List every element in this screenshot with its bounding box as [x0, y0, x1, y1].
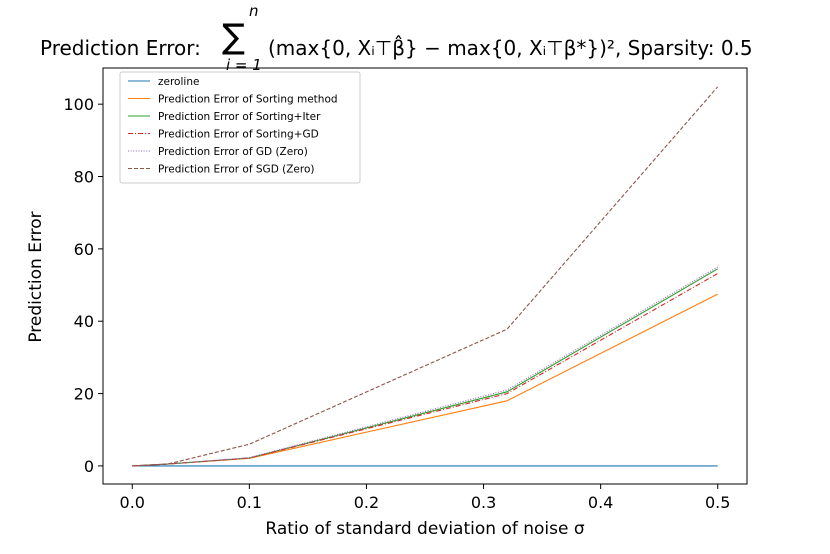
- legend-label-1: Prediction Error of Sorting method: [158, 94, 338, 106]
- series-line-2: [132, 268, 718, 467]
- x-tick-label: 0.2: [354, 493, 379, 512]
- x-tick-label: 0.4: [588, 493, 613, 512]
- x-axis-label: Ratio of standard deviation of noise σ: [265, 519, 585, 539]
- y-tick-label: 20: [74, 385, 94, 404]
- y-tick-label: 40: [74, 312, 94, 331]
- y-tick-label: 0: [84, 457, 94, 476]
- y-tick-label: 80: [74, 168, 94, 187]
- legend-label-0: zeroline: [158, 76, 199, 88]
- legend-label-2: Prediction Error of Sorting+Iter: [158, 111, 321, 123]
- legend-label-4: Prediction Error of GD (Zero): [158, 146, 308, 158]
- legend-label-5: Prediction Error of SGD (Zero): [158, 164, 314, 176]
- plot-frame: [102, 67, 748, 485]
- y-tick-label: 60: [74, 240, 94, 259]
- title-sum-symbol: ∑: [222, 17, 245, 57]
- series-line-3: [132, 273, 718, 467]
- x-tick-label: 0.0: [120, 493, 145, 512]
- title-sum-lower: i = 1: [226, 56, 262, 74]
- title-sum-upper: n: [249, 2, 259, 20]
- title-prefix: Prediction Error:: [40, 36, 201, 60]
- legend-label-3: Prediction Error of Sorting+GD: [158, 129, 319, 141]
- y-tick-label: 100: [63, 95, 94, 114]
- series-line-4: [132, 266, 718, 467]
- y-axis-label: Prediction Error: [26, 211, 46, 343]
- x-tick-label: 0.5: [705, 493, 730, 512]
- x-tick-label: 0.1: [237, 493, 262, 512]
- x-tick-label: 0.3: [471, 493, 496, 512]
- legend-box: [119, 71, 361, 184]
- title-expression: (max{0, Xᵢ⊤β̂} − max{0, Xᵢ⊤β*})², Sparsi…: [268, 36, 753, 60]
- chart-title: Prediction Error: ∑ n i = 1 (max{0, Xᵢ⊤β…: [0, 0, 830, 74]
